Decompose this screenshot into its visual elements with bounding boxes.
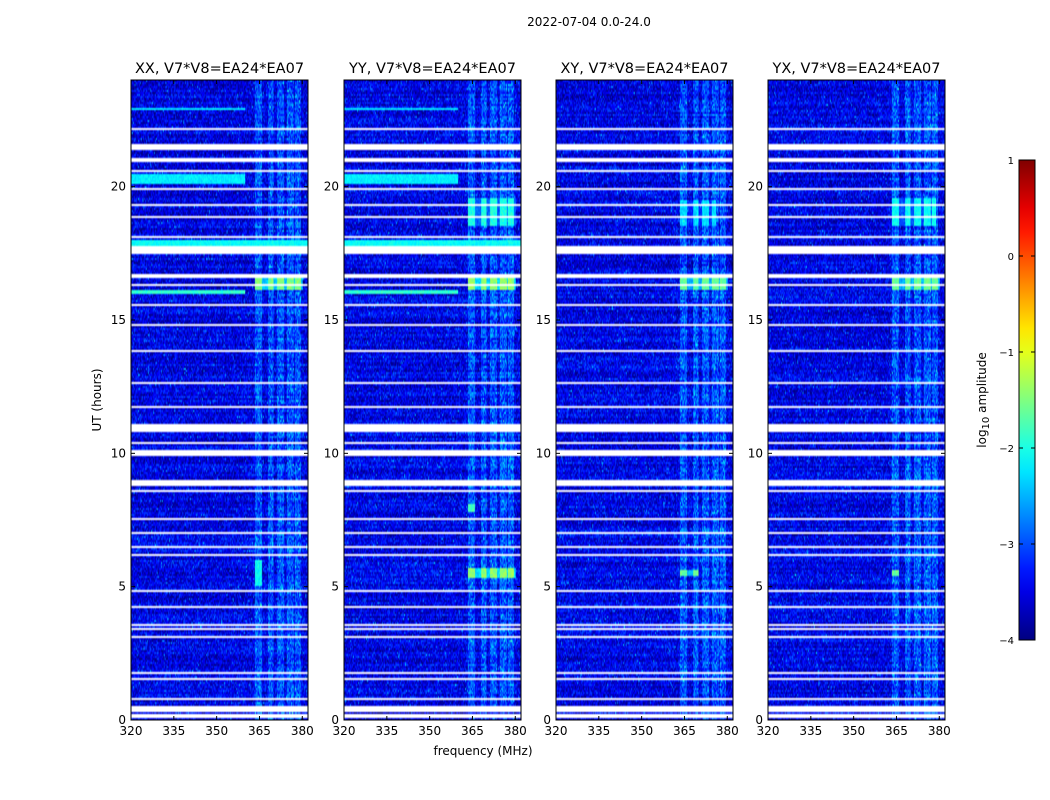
y-tick-label: 15	[748, 313, 763, 327]
y-tick-label: 5	[543, 580, 551, 594]
x-axis-label: frequency (MHz)	[433, 744, 532, 758]
y-tick-label: 15	[536, 313, 551, 327]
x-tick-label: 380	[504, 724, 527, 738]
x-tick-label: 380	[928, 724, 951, 738]
y-tick-label: 10	[748, 446, 763, 460]
spectrogram-image	[131, 80, 308, 720]
y-tick-label: 0	[331, 713, 339, 727]
colorbar-gradient	[1018, 159, 1036, 641]
x-tick-label: 320	[333, 724, 356, 738]
colorbar-tick-label: −4	[999, 636, 1014, 647]
x-tick-label: 335	[587, 724, 610, 738]
x-tick-label: 335	[799, 724, 822, 738]
colorbar-tick-label: −2	[999, 444, 1014, 455]
y-tick-label: 20	[748, 180, 763, 194]
colorbar: log10 amplitude 1 0 −1 −2 −3 −4	[975, 156, 1036, 647]
x-tick-label: 365	[885, 724, 908, 738]
y-tick-label: 5	[755, 580, 763, 594]
spectrogram-image	[344, 80, 521, 720]
x-tick-label: 380	[291, 724, 314, 738]
x-tick-label: 335	[375, 724, 398, 738]
colorbar-label: log10 amplitude	[975, 352, 992, 447]
y-tick-label: 15	[324, 313, 339, 327]
x-tick-label: 320	[545, 724, 568, 738]
panel-frame	[767, 79, 946, 721]
panel-frame	[555, 79, 734, 721]
y-tick-label: 10	[324, 446, 339, 460]
colorbar-tick-label: 1	[1008, 156, 1014, 167]
x-tick-label: 350	[842, 724, 865, 738]
spectrogram-image	[556, 80, 733, 720]
y-axis-label: UT (hours)	[90, 368, 104, 431]
y-tick-label: 5	[118, 580, 126, 594]
x-tick-label: 335	[162, 724, 185, 738]
y-tick-label: 5	[331, 580, 339, 594]
y-tick-label: 20	[111, 180, 126, 194]
panel-frame	[130, 79, 309, 721]
panel-4: YX, V7*V8=EA24*EA07 320 335 350 365 380 0 5 10 15…	[748, 61, 951, 738]
panel-title: YY, V7*V8=EA24*EA07	[348, 61, 516, 77]
panel-title: XY, V7*V8=EA24*EA07	[560, 61, 728, 77]
x-tick-label: 365	[673, 724, 696, 738]
x-tick-label: 350	[418, 724, 441, 738]
x-tick-label: 320	[120, 724, 143, 738]
y-tick-label: 0	[755, 713, 763, 727]
x-tick-label: 380	[716, 724, 739, 738]
y-tick-label: 20	[536, 180, 551, 194]
x-tick-label: 350	[205, 724, 228, 738]
panels: XX, V7*V8=EA24*EA07 320 335 350 365 380 0 5 10 15…	[111, 61, 951, 738]
y-tick-label: 0	[543, 713, 551, 727]
x-tick-label: 350	[630, 724, 653, 738]
spectrogram-image	[768, 80, 945, 720]
y-tick-label: 15	[111, 313, 126, 327]
y-tick-label: 20	[324, 180, 339, 194]
y-tick-label: 10	[111, 446, 126, 460]
panel-title: XX, V7*V8=EA24*EA07	[135, 61, 304, 77]
colorbar-tick-label: 0	[1008, 252, 1014, 263]
colorbar-tick-label: −3	[999, 540, 1014, 551]
panel-1: XX, V7*V8=EA24*EA07 320 335 350 365 380 0 5 10 15…	[111, 61, 314, 738]
y-tick-label: 10	[536, 446, 551, 460]
panel-title: YX, V7*V8=EA24*EA07	[771, 61, 940, 77]
y-tick-label: 0	[118, 713, 126, 727]
x-tick-label: 320	[757, 724, 780, 738]
panel-2: YY, V7*V8=EA24*EA07 320 335 350 365 380 0 5 10 15…	[324, 61, 527, 738]
colorbar-tick-label: −1	[999, 348, 1014, 359]
panel-3: XY, V7*V8=EA24*EA07 320 335 350 365 380 0 5 10 15…	[536, 61, 739, 738]
x-tick-label: 365	[248, 724, 271, 738]
figure-title: 2022-07-04 0.0-24.0	[527, 15, 651, 29]
x-tick-label: 365	[461, 724, 484, 738]
panel-frame	[343, 79, 522, 721]
